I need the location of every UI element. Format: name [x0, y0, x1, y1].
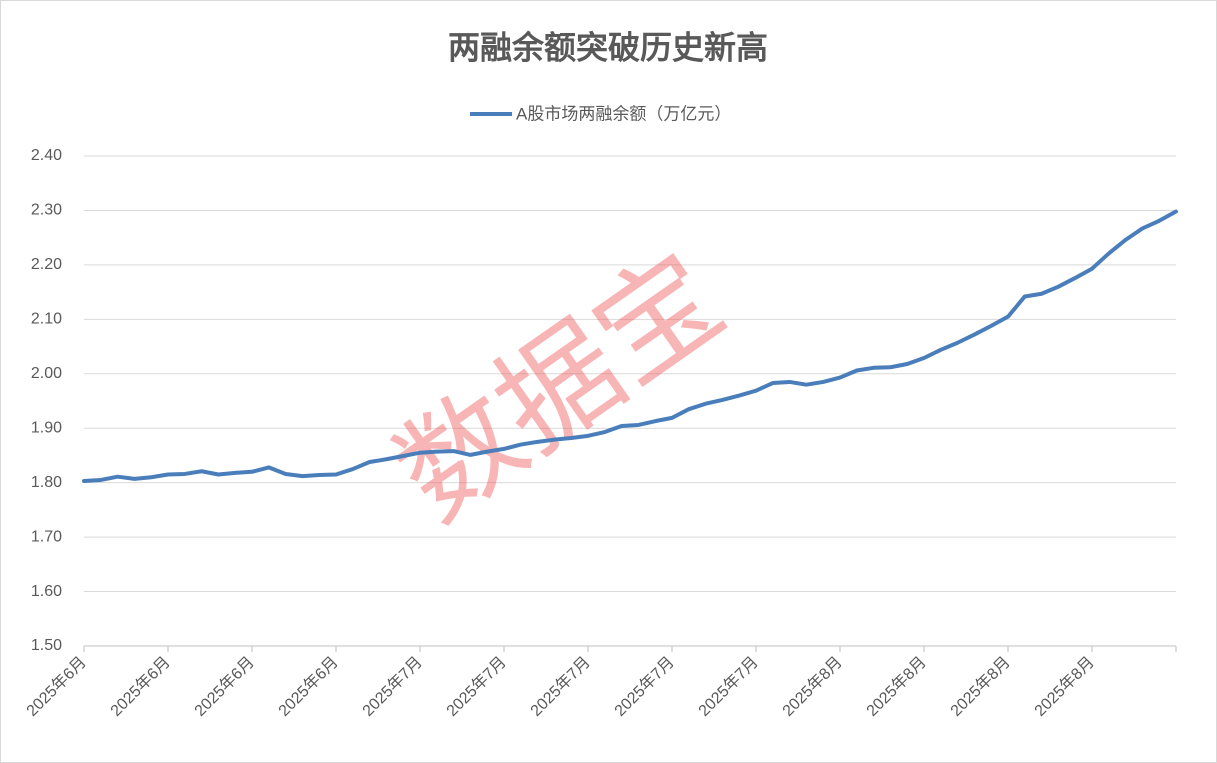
legend-label: A股市场两融余额（万亿元） [516, 104, 731, 123]
chart-title: 两融余额突破历史新高 [448, 29, 768, 65]
y-tick-label: 1.50 [31, 637, 62, 654]
y-tick-label: 1.70 [31, 528, 62, 545]
y-tick-label: 1.80 [31, 474, 62, 491]
line [82, 209, 1178, 484]
y-tick-label: 1.90 [31, 419, 62, 436]
y-tick-label: 1.60 [31, 583, 62, 600]
y-tick-label: 2.30 [31, 202, 62, 219]
y-tick-label: 2.10 [31, 311, 62, 328]
y-tick-label: 2.00 [31, 365, 62, 382]
y-tick-label: 2.20 [31, 256, 62, 273]
y-tick-label: 2.40 [31, 147, 62, 164]
